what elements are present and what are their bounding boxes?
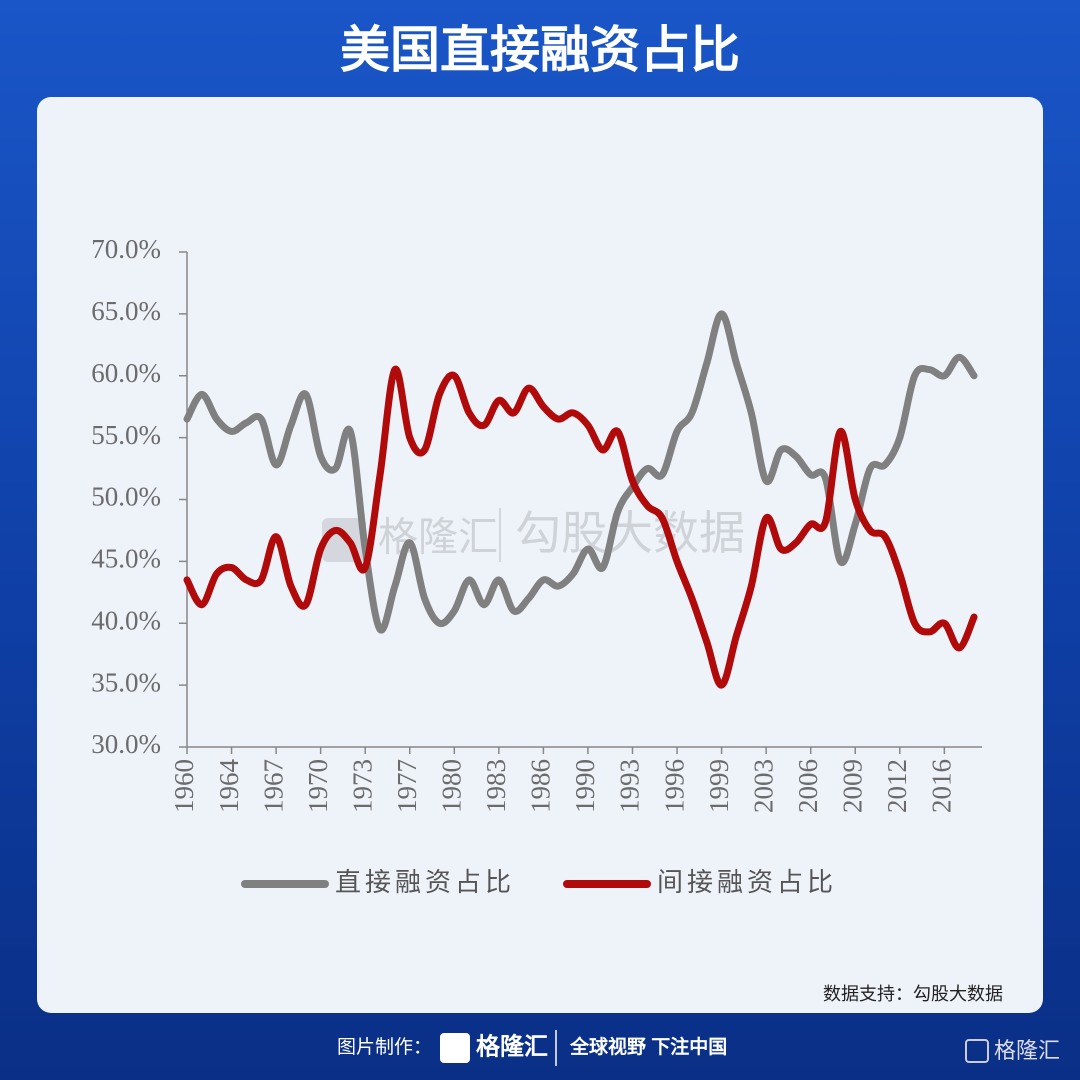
y-tick-label: 55.0% [91,420,161,450]
footer-slogan: 全球视野 下注中国 [569,1035,727,1058]
footer-made-by: 图片制作： [337,1036,432,1058]
series-line [183,366,978,689]
x-tick-label: 2016 [927,759,957,813]
x-tick-label: 1960 [169,759,199,813]
x-tick-label: 1964 [214,759,244,814]
x-tick-label: 2009 [837,759,867,813]
legend-label: 间接融资占比 [657,867,837,897]
y-tick-label: 60.0% [91,358,161,388]
x-tick-label: 1990 [570,759,600,813]
x-tick-label: 2003 [748,759,778,813]
footer-brand: 格隆汇 [476,1032,548,1060]
x-tick-label: 1977 [392,759,422,813]
y-tick-label: 45.0% [91,544,161,574]
y-tick-label: 70.0% [91,234,161,264]
watermark-text: 格隆汇 [378,516,498,560]
card [37,97,1043,1013]
y-tick-label: 50.0% [91,482,161,512]
x-tick-label: 1986 [526,759,556,813]
y-tick-label: 30.0% [91,729,161,759]
source: 数据支持：勾股大数据 [823,984,1003,1004]
x-tick-label: 1996 [659,759,689,813]
corner-logo [965,1039,989,1063]
corner-brand: 格隆汇 [994,1038,1060,1063]
x-tick-label: 2006 [793,759,823,813]
legend-label: 直接融资占比 [335,867,515,897]
x-tick-label: 1967 [258,759,288,813]
x-tick-label: 1970 [303,759,333,813]
y-tick-label: 65.0% [91,296,161,326]
x-tick-label: 1999 [704,759,734,813]
x-tick-label: 2012 [882,759,912,813]
footer-logo [440,1033,470,1063]
x-tick-label: 1993 [615,759,645,813]
x-tick-label: 1980 [437,759,467,813]
y-tick-label: 35.0% [91,667,161,697]
watermark: 格隆汇 勾股大数据 [322,507,745,562]
x-tick-label: 1973 [347,759,377,813]
series-line [183,310,978,634]
x-tick-label: 1983 [481,759,511,813]
watermark-text: 勾股大数据 [515,507,745,559]
y-tick-label: 40.0% [91,605,161,635]
chart-title: 美国直接融资占比 [340,22,740,78]
